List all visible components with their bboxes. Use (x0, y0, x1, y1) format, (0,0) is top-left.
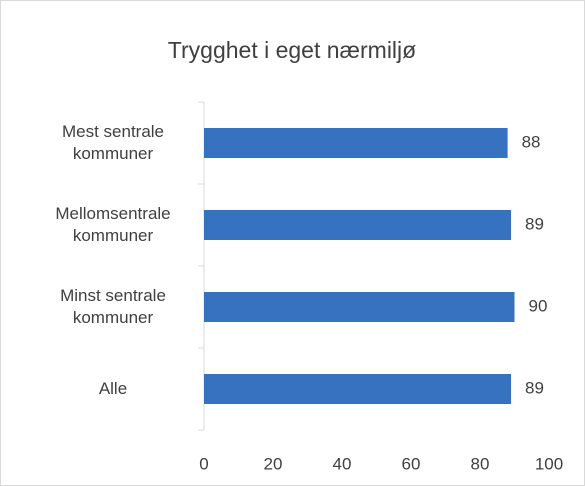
data-label: 90 (529, 296, 548, 315)
x-tick-label: 80 (471, 454, 490, 473)
bar (204, 374, 512, 404)
data-label: 88 (522, 132, 541, 151)
bar (204, 210, 512, 240)
x-tick-label: 20 (264, 454, 283, 473)
y-tick-label: Alle (98, 379, 128, 398)
data-label: 89 (525, 214, 544, 233)
bar (204, 292, 515, 322)
x-tick-label: 60 (402, 454, 421, 473)
x-tick-label: 100 (535, 454, 563, 473)
y-tick-label: Minst sentrale kommuner (60, 286, 166, 327)
x-tick-label: 0 (199, 454, 208, 473)
x-tick-label: 40 (333, 454, 352, 473)
y-tick-label: Mellomsentrale kommuner (55, 204, 171, 245)
y-tick-label: Mest sentrale kommuner (61, 122, 165, 163)
chart-title: Trygghet i eget nærmiljø (168, 37, 416, 63)
bar (204, 128, 508, 158)
data-label: 89 (525, 378, 544, 397)
